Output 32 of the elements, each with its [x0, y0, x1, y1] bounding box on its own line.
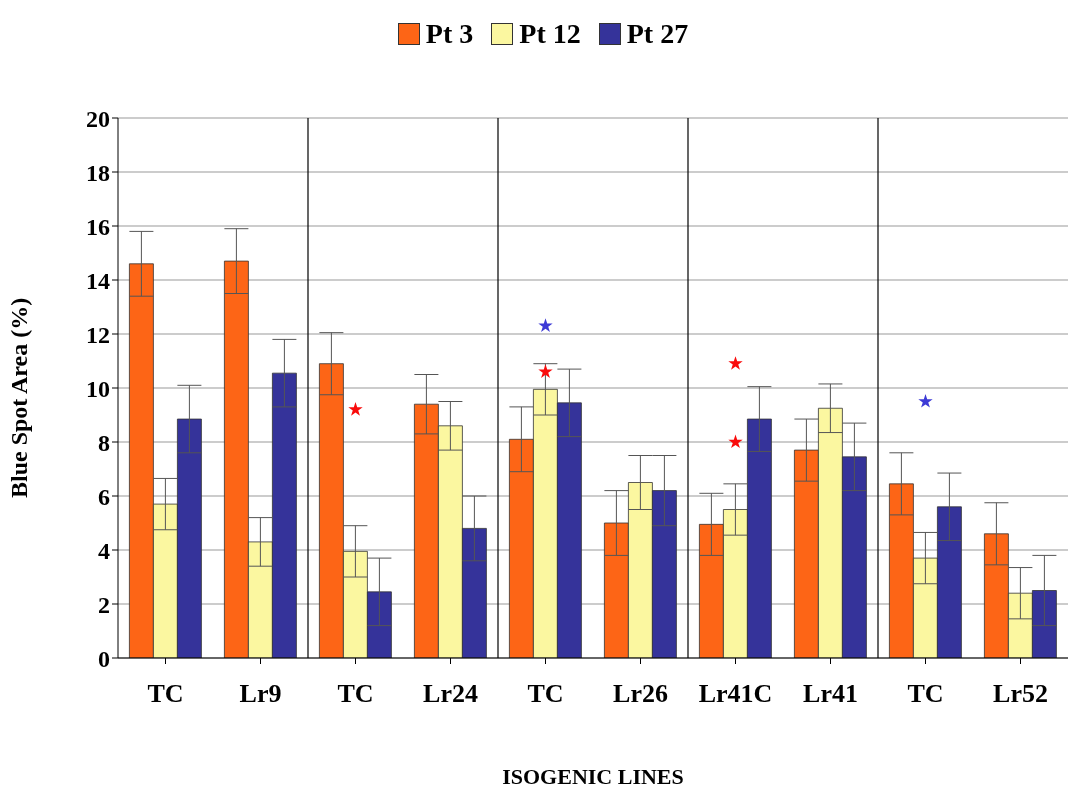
y-tick-label: 18: [86, 159, 110, 186]
x-tick-label: TC: [147, 679, 184, 709]
legend-label: Pt 27: [626, 18, 689, 50]
x-tick-label: Lr9: [239, 679, 282, 709]
point: [728, 434, 743, 449]
x-tick-label: Lr41C: [698, 679, 773, 709]
point: [918, 393, 933, 408]
legend-label: Pt 12: [519, 18, 581, 50]
point: [728, 356, 743, 370]
y-tick-label: 20: [86, 105, 110, 132]
x-tick-label: Lr24: [423, 679, 478, 709]
y-tick-label: 12: [86, 321, 110, 348]
point: [538, 364, 553, 378]
y-tick-label: 4: [98, 537, 110, 564]
y-tick-label: 8: [98, 429, 110, 456]
point: [538, 318, 553, 333]
y-tick-label: 14: [86, 267, 110, 294]
legend-label: Pt 3: [425, 18, 474, 50]
x-tick-label: TC: [337, 679, 374, 709]
x-tick-label: TC: [527, 679, 564, 709]
y-tick-label: 16: [86, 213, 110, 240]
x-tick-label: Lr41: [803, 679, 858, 709]
x-axis-title: ISOGENIC LINES: [502, 763, 684, 789]
x-tick-label: Lr52: [993, 679, 1048, 709]
x-tick-label: Lr26: [613, 679, 668, 709]
point: [348, 402, 363, 416]
y-tick-label: 0: [98, 645, 110, 672]
y-tick-label: 6: [98, 483, 110, 510]
y-tick-label: 2: [98, 591, 110, 618]
y-tick-label: 10: [86, 375, 110, 402]
x-tick-label: TC: [907, 679, 944, 709]
y-axis-title: Blue Spot Area (%): [5, 297, 32, 498]
